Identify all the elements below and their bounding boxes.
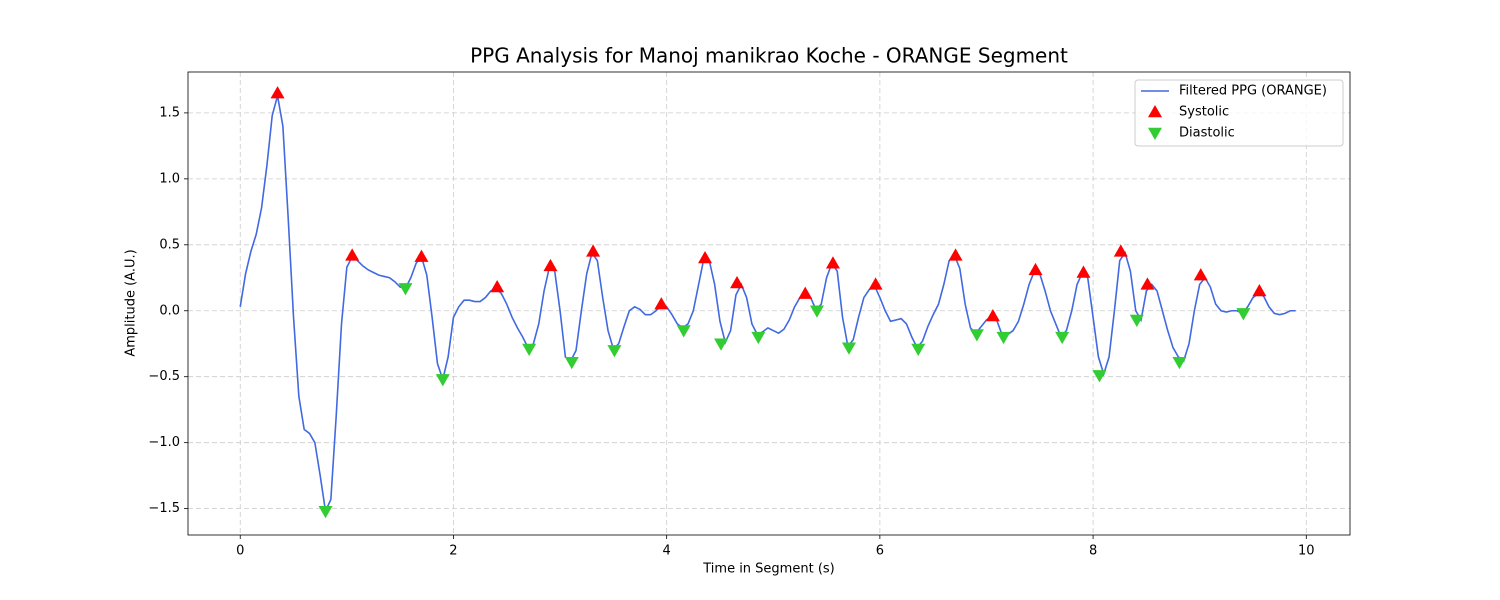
y-tick-label: −0.5: [148, 369, 180, 384]
marker: [1076, 265, 1091, 278]
y-tick-label: 0.0: [159, 303, 180, 318]
x-tick-label: 0: [236, 544, 244, 559]
y-tick-label: −1.0: [148, 435, 180, 450]
marker: [490, 280, 505, 293]
x-tick-label: 8: [1089, 544, 1097, 559]
marker: [1055, 331, 1070, 345]
ppg-line: [239, 95, 1296, 515]
marker: [730, 276, 745, 289]
legend-swatch: [1148, 127, 1162, 140]
marker: [911, 343, 926, 357]
marker: [270, 86, 285, 99]
chart-title: PPG Analysis for Manoj manikrao Koche - …: [470, 44, 1068, 68]
legend-label: Diastolic: [1179, 126, 1235, 141]
marker: [798, 286, 813, 299]
y-tick-label: 0.5: [159, 237, 180, 252]
x-tick-label: 6: [876, 544, 884, 559]
marker: [1236, 308, 1251, 321]
marker: [714, 338, 729, 351]
marker: [1092, 370, 1107, 383]
marker: [1028, 262, 1043, 276]
marker: [607, 345, 622, 358]
marker: [522, 343, 537, 357]
marker: [1172, 356, 1187, 370]
y-tick-label: 1.0: [159, 171, 180, 186]
x-tick-label: 4: [663, 544, 671, 559]
marker: [654, 297, 669, 310]
legend-label: Filtered PPG (ORANGE): [1179, 84, 1327, 99]
legend-swatch: [1148, 105, 1162, 118]
marker: [398, 283, 413, 296]
marker: [1113, 244, 1128, 257]
marker: [414, 249, 429, 262]
marker: [809, 305, 824, 318]
marker: [435, 374, 450, 387]
y-tick-label: 1.5: [159, 105, 180, 120]
marker: [543, 258, 558, 272]
y-tick-label: −1.5: [148, 501, 180, 516]
x-tick-label: 2: [449, 544, 457, 559]
x-tick-label: 10: [1298, 544, 1315, 559]
marker: [841, 342, 856, 355]
legend-label: Systolic: [1179, 105, 1229, 120]
marker: [676, 325, 691, 338]
marker: [318, 506, 333, 519]
marker: [825, 256, 840, 269]
marker: [1140, 277, 1155, 290]
marker: [969, 329, 984, 342]
marker: [586, 244, 601, 257]
marker: [698, 250, 713, 264]
x-axis-label: Time in Segment (s): [702, 562, 834, 577]
marker: [868, 277, 883, 290]
legend-box: [1134, 79, 1344, 147]
marker: [564, 356, 579, 370]
marker: [985, 309, 1000, 322]
marker: [1252, 283, 1267, 297]
y-axis-label: Amplitude (A.U.): [124, 249, 139, 356]
marker: [345, 248, 360, 261]
axes-frame: [187, 71, 1351, 536]
marker: [996, 331, 1011, 345]
marker: [1193, 268, 1208, 281]
marker: [1129, 314, 1144, 327]
marker: [948, 248, 963, 261]
marker: [751, 331, 766, 345]
